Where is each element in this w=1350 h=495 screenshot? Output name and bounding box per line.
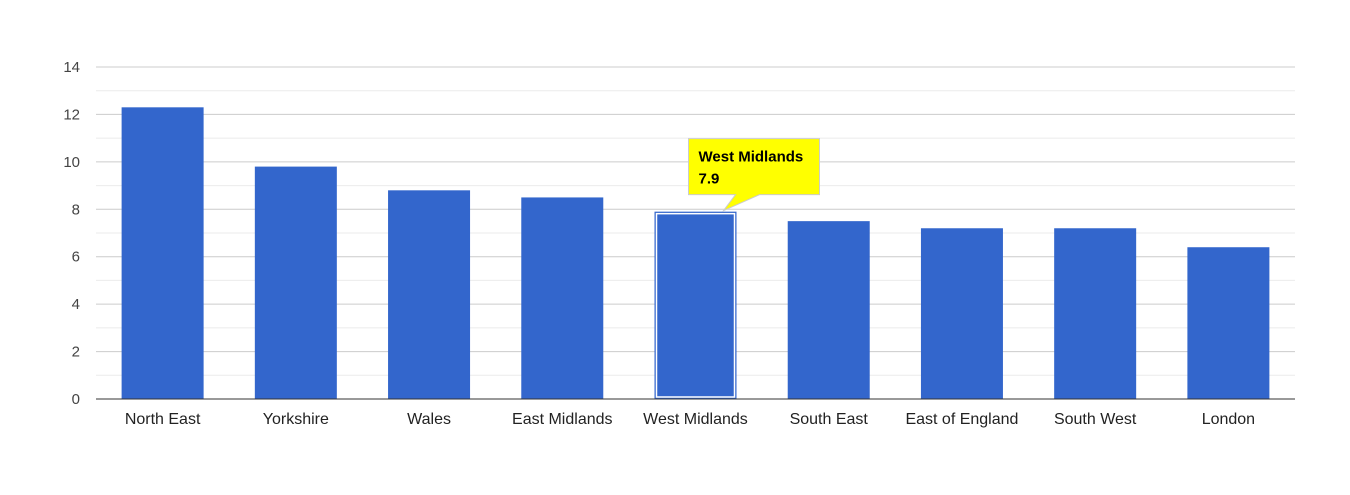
x-tick-label: Yorkshire: [263, 411, 329, 428]
bar-east-midlands[interactable]: [521, 197, 604, 399]
y-tick-label: 2: [72, 344, 80, 361]
bar-east-of-england[interactable]: [920, 228, 1003, 399]
tooltip-title: West Midlands: [699, 149, 804, 166]
y-tick-label: 12: [63, 106, 80, 123]
x-tick-label: West Midlands: [643, 411, 748, 428]
y-tick-label: 10: [63, 154, 80, 171]
y-tick-label: 14: [63, 59, 80, 76]
x-tick-label: Wales: [407, 411, 451, 428]
tooltip-box: [688, 138, 820, 212]
x-tick-label: East of England: [905, 411, 1018, 428]
x-tick-label: North East: [125, 411, 201, 428]
bar-london[interactable]: [1187, 247, 1270, 399]
y-tick-label: 0: [72, 391, 80, 408]
bar-highlight-outline: [655, 212, 736, 398]
y-tick-label: 4: [72, 296, 80, 313]
bar-north-east[interactable]: [121, 107, 204, 400]
y-tick-label: 8: [72, 201, 80, 218]
bar-west-midlands[interactable]: [654, 211, 737, 399]
x-tick-label: London: [1202, 411, 1255, 428]
x-tick-label: South East: [790, 411, 869, 428]
x-tick-label: South West: [1054, 411, 1137, 428]
tooltip-value: 7.9: [699, 171, 720, 188]
y-tick-label: 6: [72, 249, 80, 266]
x-tick-label: East Midlands: [512, 411, 613, 428]
bar-south-west[interactable]: [1054, 228, 1137, 399]
bar-wales[interactable]: [388, 190, 471, 399]
x-axis-labels: North East Yorkshire Wales East Midlands Wes…: [125, 411, 1255, 428]
y-axis-ticks: 0 2 4 6 8 10 12 14: [63, 59, 80, 408]
tooltip: West Midlands 7.9: [688, 138, 820, 212]
bar-south-east[interactable]: [787, 221, 870, 399]
bar-yorkshire[interactable]: [254, 166, 337, 399]
bars: [121, 107, 1270, 400]
